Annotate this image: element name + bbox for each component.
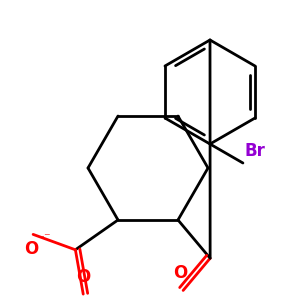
Text: ·⁻: ·⁻ — [41, 231, 52, 244]
Text: O: O — [76, 268, 90, 286]
Text: O: O — [24, 240, 38, 258]
Text: O: O — [173, 264, 187, 282]
Text: Br: Br — [245, 142, 266, 160]
